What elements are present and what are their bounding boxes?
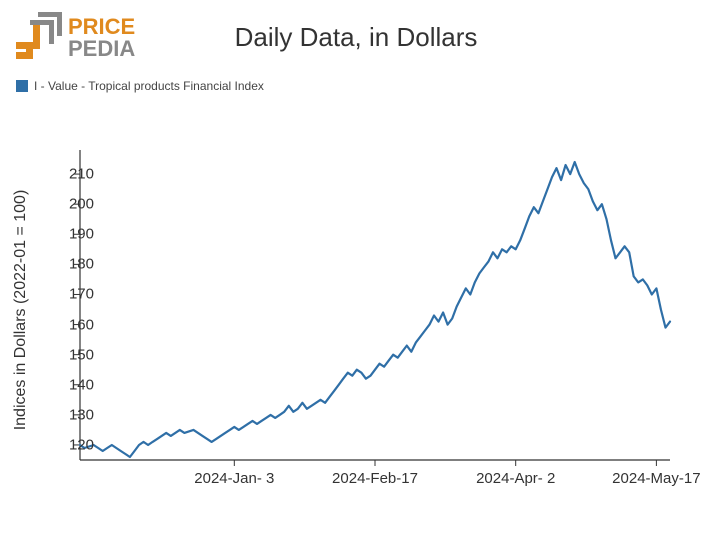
y-tick-label: 160 [44,316,94,333]
x-tick-label: 2024-Jan- 3 [194,470,274,487]
y-tick-label: 140 [44,376,94,393]
y-axis-label: Indices in Dollars (2022-01 = 100) [12,140,32,480]
x-tick-label: 2024-Apr- 2 [476,470,555,487]
legend-swatch [16,80,28,92]
chart-area [70,140,680,480]
y-tick-label: 120 [44,436,94,453]
y-tick-label: 180 [44,256,94,273]
y-tick-label: 170 [44,286,94,303]
legend: I - Value - Tropical products Financial … [16,76,264,96]
chart-title: Daily Data, in Dollars [0,22,712,53]
legend-label: I - Value - Tropical products Financial … [34,79,264,93]
y-tick-label: 210 [44,166,94,183]
y-tick-label: 190 [44,226,94,243]
x-tick-label: 2024-May-17 [612,470,700,487]
line-chart [70,140,680,480]
y-tick-label: 130 [44,406,94,423]
x-tick-label: 2024-Feb-17 [332,470,418,487]
y-tick-label: 200 [44,196,94,213]
y-tick-label: 150 [44,346,94,363]
